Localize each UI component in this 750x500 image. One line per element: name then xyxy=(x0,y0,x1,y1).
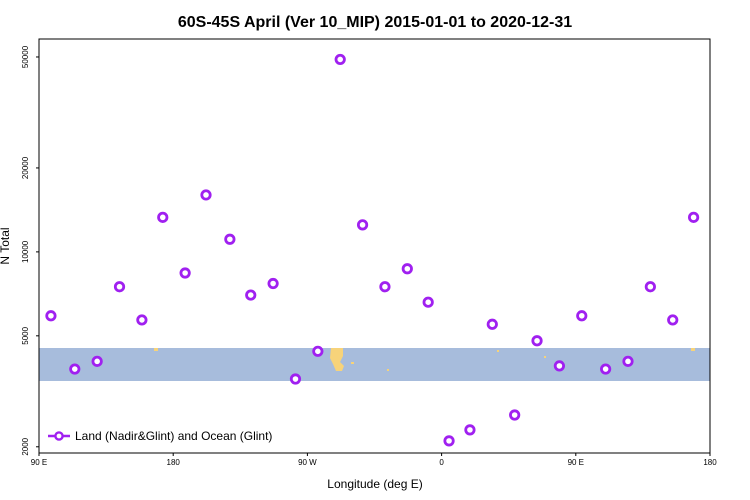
legend: Land (Nadir&Glint) and Ocean (Glint) xyxy=(48,429,272,443)
data-point xyxy=(245,289,257,301)
y-tick-label: 2000 xyxy=(21,437,30,455)
y-tick-label: 10000 xyxy=(21,240,30,263)
map-background xyxy=(39,348,710,381)
legend-marker-swatch xyxy=(54,431,64,441)
map-land-speck xyxy=(544,356,546,358)
y-axis-label: N Total xyxy=(0,227,12,264)
data-point xyxy=(45,310,57,322)
data-point xyxy=(379,281,391,293)
data-point xyxy=(267,277,279,290)
data-point xyxy=(531,335,543,347)
map-land-south-america xyxy=(330,348,344,371)
data-point xyxy=(289,373,302,385)
data-point xyxy=(179,267,191,279)
x-axis-label: Longitude (deg E) xyxy=(327,477,422,491)
map-land-speck xyxy=(154,348,158,351)
data-point xyxy=(509,409,521,421)
data-point xyxy=(113,281,126,293)
x-tick-label: 0 xyxy=(439,458,444,467)
map-land-speck xyxy=(351,362,354,364)
map-ocean-band xyxy=(39,348,710,381)
data-point xyxy=(312,345,324,357)
x-tick-label: 180 xyxy=(703,458,717,467)
data-point xyxy=(553,360,565,372)
x-axis: 90 E 180 90 W 0 90 E 180 xyxy=(31,453,717,467)
data-point xyxy=(622,355,634,367)
data-point xyxy=(334,53,346,66)
y-tick-label: 50000 xyxy=(21,45,30,68)
map-land-speck xyxy=(387,369,389,371)
plot-frame xyxy=(38,38,711,454)
x-tick-label: 90 E xyxy=(568,458,584,467)
y-tick-label: 20000 xyxy=(21,156,30,179)
data-point xyxy=(136,314,148,326)
y-axis: 2000 5000 10000 20000 50000 xyxy=(21,45,39,456)
data-point xyxy=(157,211,169,223)
data-point xyxy=(422,296,434,308)
data-point xyxy=(443,435,455,447)
x-tick-label: 180 xyxy=(167,458,181,467)
data-point xyxy=(91,355,103,367)
data-point xyxy=(356,219,369,231)
data-point xyxy=(600,363,612,375)
data-point xyxy=(486,318,498,330)
data-point xyxy=(644,281,656,293)
x-tick-label: 90 W xyxy=(298,458,317,467)
data-point xyxy=(687,211,700,223)
data-point xyxy=(224,233,236,245)
x-tick-label: 90 E xyxy=(31,458,47,467)
data-point xyxy=(576,310,588,322)
data-point xyxy=(667,314,679,326)
data-point xyxy=(401,263,413,275)
data-point xyxy=(464,424,476,436)
map-land-speck xyxy=(497,350,499,352)
legend-label: Land (Nadir&Glint) and Ocean (Glint) xyxy=(75,429,272,443)
map-land-speck xyxy=(691,348,695,351)
data-point xyxy=(200,189,212,201)
data-point xyxy=(69,363,81,375)
chart-title: 60S-45S April (Ver 10_MIP) 2015-01-01 to… xyxy=(178,14,572,31)
data-points xyxy=(45,53,700,447)
y-tick-label: 5000 xyxy=(21,326,30,344)
